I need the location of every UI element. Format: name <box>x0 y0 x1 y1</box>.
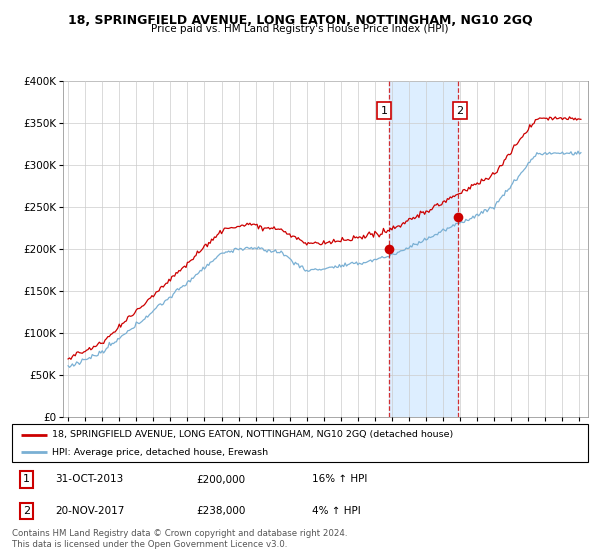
Text: £238,000: £238,000 <box>196 506 245 516</box>
Text: Price paid vs. HM Land Registry's House Price Index (HPI): Price paid vs. HM Land Registry's House … <box>151 24 449 34</box>
Bar <box>389 81 458 417</box>
Text: 18, SPRINGFIELD AVENUE, LONG EATON, NOTTINGHAM, NG10 2GQ (detached house): 18, SPRINGFIELD AVENUE, LONG EATON, NOTT… <box>52 430 454 439</box>
Text: 4% ↑ HPI: 4% ↑ HPI <box>311 506 360 516</box>
Text: £200,000: £200,000 <box>196 474 245 484</box>
Text: 2: 2 <box>23 506 30 516</box>
Text: Contains HM Land Registry data © Crown copyright and database right 2024.
This d: Contains HM Land Registry data © Crown c… <box>12 529 347 549</box>
Text: 31-OCT-2013: 31-OCT-2013 <box>55 474 124 484</box>
Text: 16% ↑ HPI: 16% ↑ HPI <box>311 474 367 484</box>
Text: 1: 1 <box>23 474 30 484</box>
Text: 1: 1 <box>380 106 388 115</box>
Text: 20-NOV-2017: 20-NOV-2017 <box>55 506 125 516</box>
Text: 2: 2 <box>456 106 463 115</box>
Text: HPI: Average price, detached house, Erewash: HPI: Average price, detached house, Erew… <box>52 448 268 457</box>
FancyBboxPatch shape <box>12 424 588 462</box>
Text: 18, SPRINGFIELD AVENUE, LONG EATON, NOTTINGHAM, NG10 2GQ: 18, SPRINGFIELD AVENUE, LONG EATON, NOTT… <box>68 14 532 27</box>
